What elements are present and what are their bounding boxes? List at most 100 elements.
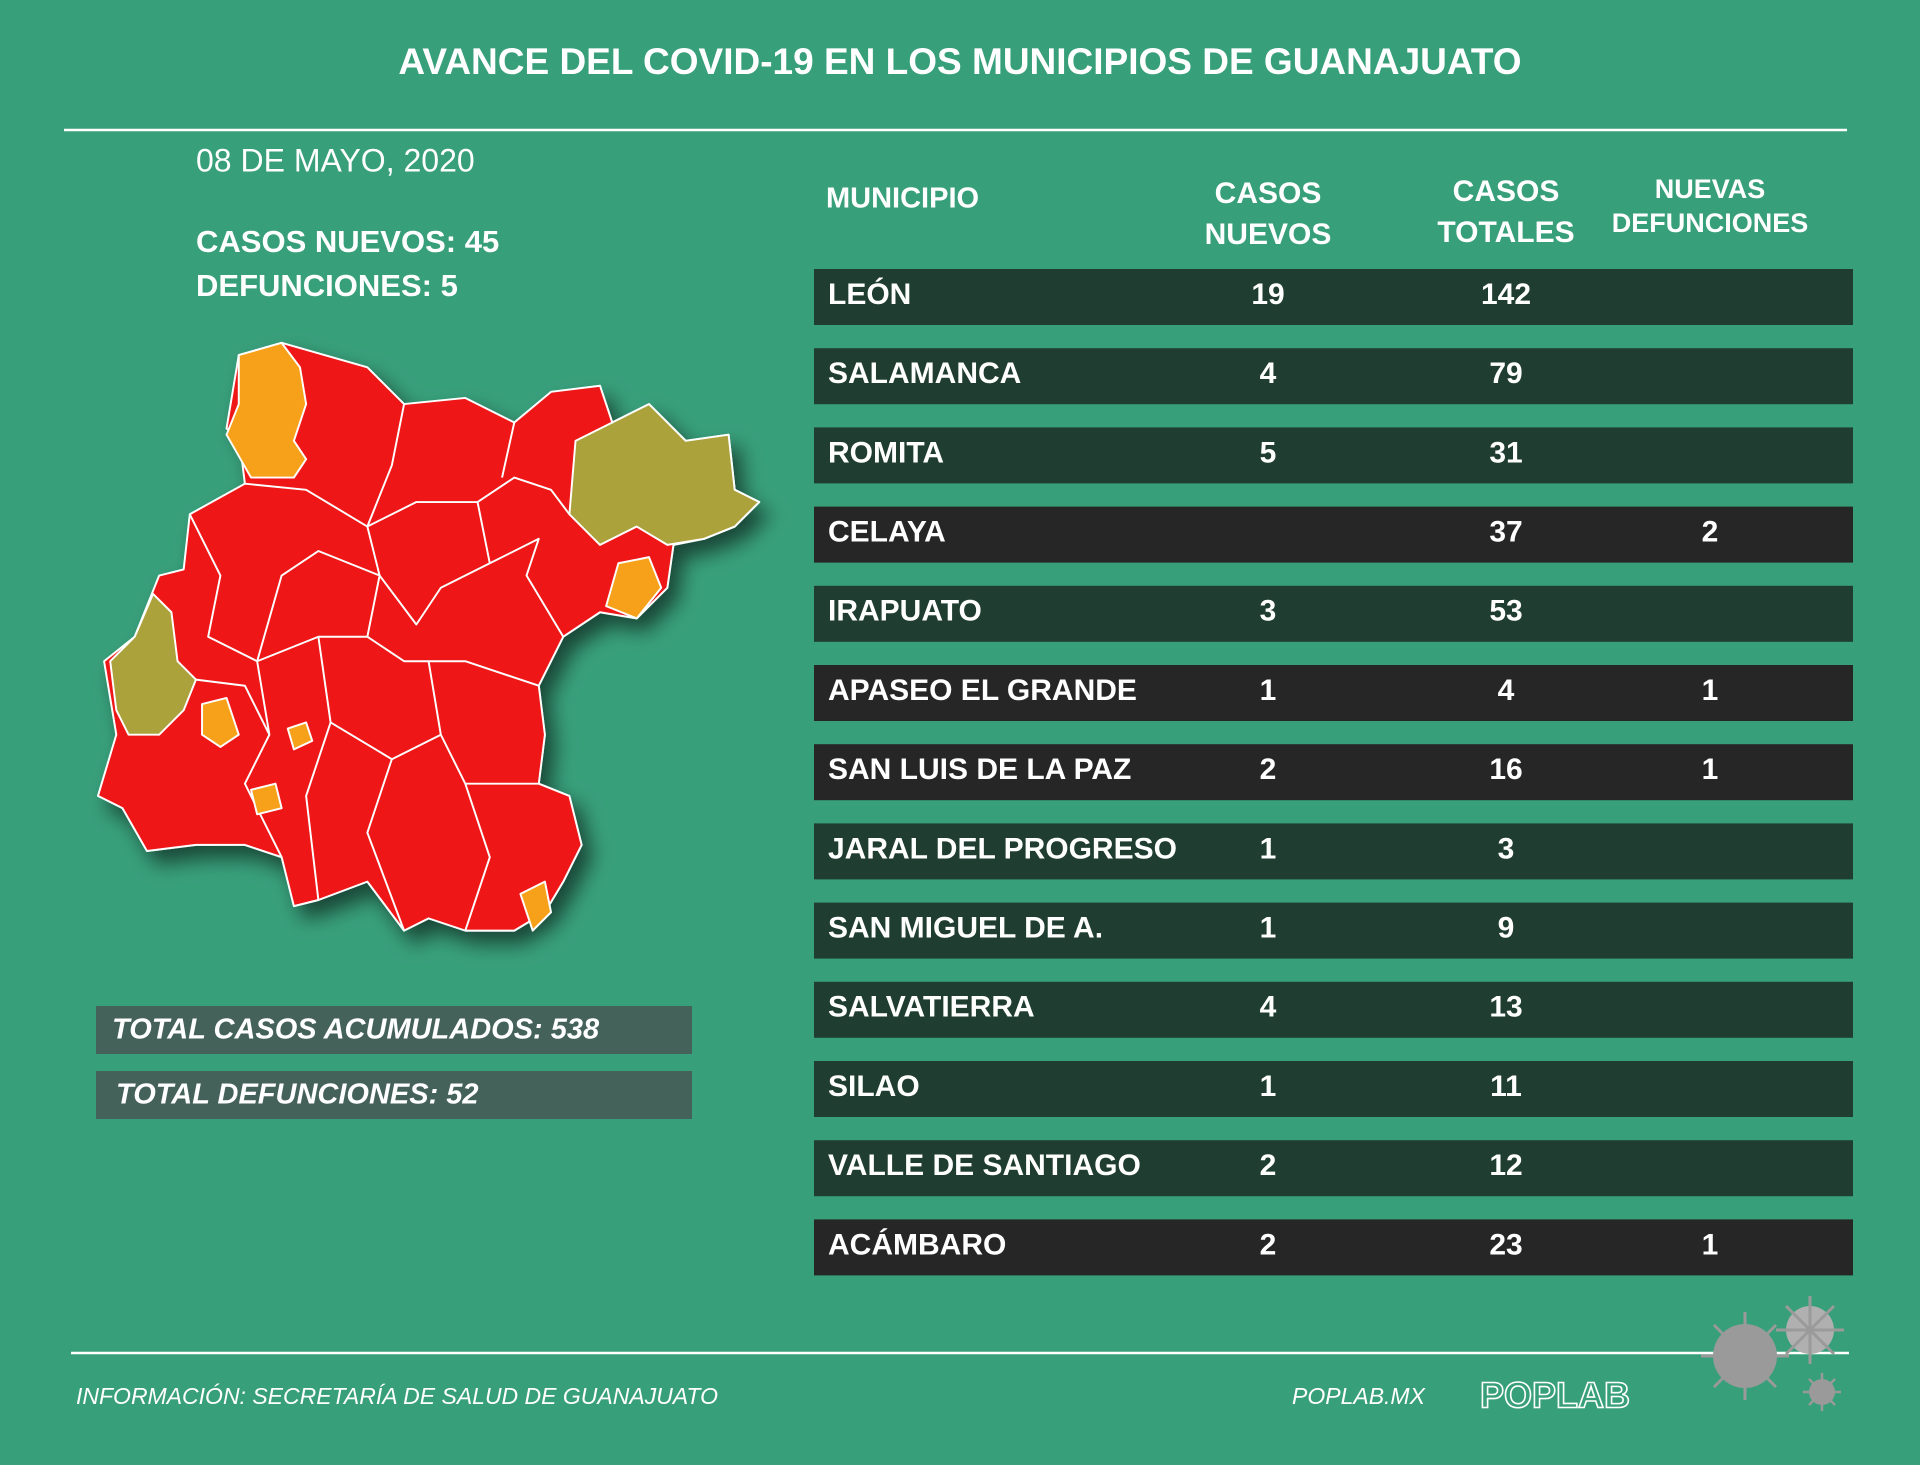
- map-region: [568, 403, 761, 546]
- border: [256, 501, 491, 662]
- map-region: [605, 556, 663, 620]
- border: [489, 537, 565, 638]
- map-region: [250, 782, 283, 816]
- column-header: CASOS: [1453, 175, 1560, 208]
- municipio: IRAPUATO: [828, 595, 982, 628]
- cell-value: 16: [1489, 753, 1522, 786]
- cell-value: 142: [1481, 278, 1531, 311]
- cell-value: 1: [1260, 912, 1277, 945]
- map-borders: [188, 403, 571, 931]
- municipio: APASEO EL GRANDE: [828, 674, 1137, 707]
- cell-value: 12: [1489, 1149, 1522, 1182]
- map-region: [225, 341, 308, 479]
- cell-value: 2: [1702, 516, 1719, 549]
- municipio: SALVATIERRA: [828, 991, 1035, 1024]
- map-region: [519, 880, 553, 932]
- virus: [1776, 1296, 1844, 1364]
- total-box: [96, 1071, 692, 1119]
- border: [195, 678, 271, 736]
- date: 08 DE MAYO, 2020: [196, 142, 475, 178]
- cell-value: 53: [1489, 595, 1522, 628]
- border: [243, 661, 283, 858]
- virus: [1803, 1373, 1841, 1411]
- municipio: ACÁMBARO: [828, 1227, 1006, 1261]
- cell-value: 13: [1489, 991, 1522, 1024]
- table-row: [814, 269, 1853, 325]
- municipio: SALAMANCA: [828, 357, 1021, 390]
- cell-value: 23: [1489, 1228, 1522, 1261]
- municipio: CELAYA: [828, 516, 946, 549]
- table-row: [814, 823, 1853, 880]
- table-row: [814, 427, 1853, 484]
- cell-value: 2: [1260, 1228, 1277, 1261]
- map-region: [201, 696, 240, 748]
- column-header: DEFUNCIONES: [1612, 208, 1809, 238]
- border: [188, 513, 368, 663]
- cell-value: 31: [1489, 436, 1522, 469]
- column-header: TOTALES: [1437, 216, 1574, 249]
- cell-value: 2: [1260, 1149, 1277, 1182]
- column-header: CASOS: [1215, 177, 1322, 210]
- municipio: JARAL DEL PROGRESO: [828, 832, 1177, 865]
- cell-value: 1: [1702, 1228, 1719, 1261]
- cell-value: 5: [1260, 436, 1277, 469]
- new-cases: CASOS NUEVOS: 45: [196, 224, 499, 259]
- table-row: [814, 506, 1853, 563]
- cell-value: 4: [1498, 674, 1515, 707]
- column-header: NUEVAS: [1655, 174, 1766, 204]
- cell-value: 79: [1489, 357, 1522, 390]
- border: [244, 476, 571, 528]
- total-box: [96, 1006, 692, 1054]
- border: [317, 636, 539, 785]
- deaths: DEFUNCIONES: 5: [196, 268, 458, 303]
- cell-value: 3: [1498, 832, 1515, 865]
- border: [464, 783, 491, 931]
- table-row: [814, 902, 1853, 959]
- table-row: [814, 1061, 1853, 1117]
- table-row: [814, 348, 1853, 405]
- cell-value: 1: [1260, 674, 1277, 707]
- municipio: SAN MIGUEL DE A.: [828, 912, 1103, 945]
- column-header: MUNICIPIO: [826, 183, 979, 215]
- cell-value: 4: [1260, 357, 1277, 390]
- cell-value: 2: [1260, 753, 1277, 786]
- table-row: [814, 744, 1853, 801]
- border: [366, 758, 406, 931]
- title: AVANCE DEL COVID-19 EN LOS MUNICIPIOS DE…: [398, 41, 1521, 82]
- municipio: ROMITA: [828, 436, 944, 469]
- table-row: [814, 1140, 1853, 1197]
- border: [366, 403, 540, 687]
- border: [427, 661, 442, 735]
- map: [96, 341, 761, 932]
- cell-value: 37: [1489, 516, 1522, 549]
- virus-icons: [1701, 1296, 1844, 1411]
- cell-value: 1: [1260, 832, 1277, 865]
- municipio: SAN LUIS DE LA PAZ: [828, 753, 1131, 786]
- cell-value: 1: [1260, 1070, 1277, 1103]
- table-row: [814, 981, 1853, 1038]
- total-label: TOTAL CASOS ACUMULADOS: 538: [112, 1014, 600, 1046]
- totals: TOTAL CASOS ACUMULADOS: 538 TOTAL DEFUNCI…: [96, 1006, 692, 1119]
- logo: POPLAB: [1480, 1375, 1630, 1416]
- total-label: TOTAL DEFUNCIONES: 52: [116, 1079, 479, 1111]
- municipio: SILAO: [828, 1070, 920, 1103]
- border: [305, 722, 332, 901]
- cell-value: 1: [1702, 674, 1719, 707]
- municipio: VALLE DE SANTIAGO: [828, 1149, 1141, 1182]
- cell-value: 3: [1260, 595, 1277, 628]
- url: POPLAB.MX: [1292, 1383, 1427, 1409]
- table-row: [814, 665, 1853, 721]
- municipio: LEÓN: [828, 277, 911, 311]
- virus: [1701, 1312, 1789, 1400]
- map-region: [109, 592, 197, 736]
- table-row: [814, 1219, 1853, 1276]
- column-header: NUEVOS: [1205, 218, 1332, 251]
- cell-value: 19: [1251, 278, 1284, 311]
- cell-value: 4: [1260, 991, 1277, 1024]
- border: [501, 422, 516, 478]
- cell-value: 9: [1498, 912, 1515, 945]
- map-region: [286, 721, 314, 751]
- cell-value: 1: [1702, 753, 1719, 786]
